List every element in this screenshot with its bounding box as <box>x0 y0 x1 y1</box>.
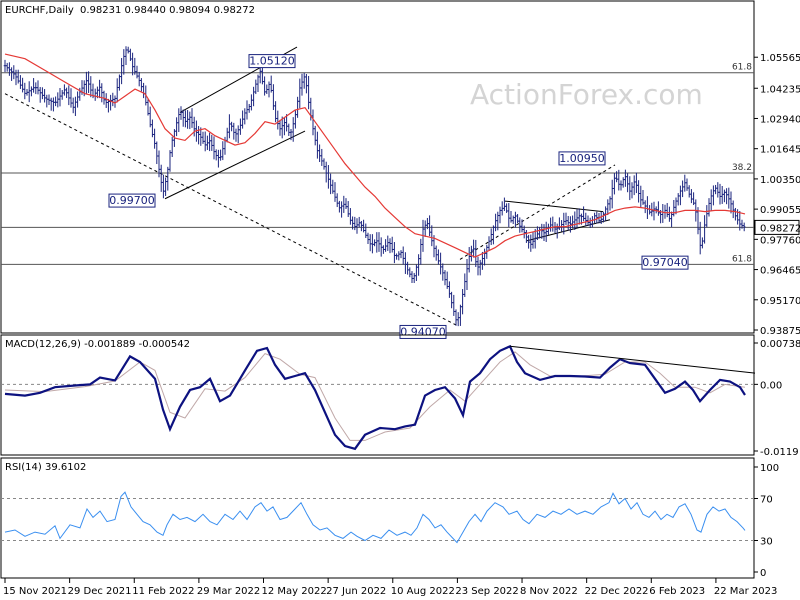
swing-label-text: 0.99700 <box>109 194 155 207</box>
price-bar <box>742 222 746 232</box>
fib-level-label: 61.8 <box>732 63 752 73</box>
ohlc-label: 0.98231 0.98440 0.98094 0.98272 <box>80 5 255 16</box>
trendline <box>164 130 306 200</box>
swing-label: 1.05120 <box>248 54 296 69</box>
macd-signal-line <box>4 351 746 441</box>
rsi-title: RSI(14) 39.6102 <box>5 462 86 473</box>
trendline <box>459 164 616 260</box>
swing-label-text: 1.05120 <box>249 55 295 68</box>
last-price-box <box>754 219 800 235</box>
date-axis: 15 Nov 2021 29 Dec 2021 11 Feb 2022 29 Mar … <box>3 578 777 597</box>
price-axis-label: 0.95170 <box>760 296 800 307</box>
price-axis-label: 1.02940 <box>760 114 800 125</box>
swing-label-text: 0.97040 <box>642 256 688 269</box>
rsi-axis-label: 100 <box>760 463 779 474</box>
price-axis-label: 1.04235 <box>760 84 800 95</box>
price-axis-label: 1.01645 <box>760 145 800 156</box>
rsi-axis-label: 30 <box>760 537 773 548</box>
moving-average-line <box>4 53 746 258</box>
date-axis-label: 29 Dec 2021 <box>68 586 132 597</box>
fib-levels: 61.8 38.2 61.8 <box>1 63 754 265</box>
date-axis-label: 27 Jun 2022 <box>326 586 386 597</box>
date-axis-label: 15 Nov 2021 <box>3 586 67 597</box>
swing-label-text: 1.00950 <box>559 152 605 165</box>
watermark: ActionForex.com <box>470 78 703 111</box>
date-axis-label: 6 Feb 2023 <box>649 586 705 597</box>
macd-axis: 0.007384 0.00 -0.0119 <box>754 339 800 458</box>
macd-trendline <box>509 345 756 374</box>
swing-label: 0.97040 <box>641 255 689 270</box>
macd-title: MACD(12,26,9) -0.001889 -0.000542 <box>5 339 190 350</box>
price-axis-label: 1.00350 <box>760 175 800 186</box>
date-axis-label: 8 Nov 2022 <box>520 586 578 597</box>
price-axis-label: 0.99055 <box>760 205 800 216</box>
date-axis-label: 23 Sep 2022 <box>455 586 518 597</box>
price-pane-title: EURCHF,Daily 0.98231 0.98440 0.98094 0.9… <box>5 5 255 16</box>
swing-label: 0.99700 <box>108 193 156 208</box>
trendline <box>504 200 604 213</box>
rsi-axis: 100 70 30 0 <box>754 463 779 579</box>
date-axis-label: 22 Dec 2022 <box>585 586 649 597</box>
trendline <box>4 93 458 326</box>
date-axis-label: 10 Aug 2022 <box>391 586 455 597</box>
rsi-axis-label: 70 <box>760 495 773 506</box>
date-axis-label: 22 Mar 2023 <box>714 586 777 597</box>
price-axis-label: 0.96465 <box>760 266 800 277</box>
price-axis: 1.05565 1.04235 1.02940 1.01645 1.00350 0.990… <box>754 53 800 337</box>
swing-label: 0.94070 <box>399 324 447 339</box>
symbol-label: EURCHF,Daily <box>5 5 74 16</box>
macd-axis-label: 0.007384 <box>760 339 800 350</box>
price-bars <box>3 46 746 327</box>
rsi-pane: RSI(14) 39.6102 <box>0 457 755 579</box>
fib-level-label: 38.2 <box>732 163 752 173</box>
macd-pane: MACD(12,26,9) -0.001889 -0.000542 <box>0 334 756 456</box>
price-axis-label: 0.97760 <box>760 235 800 246</box>
macd-axis-label: -0.0119 <box>760 447 799 458</box>
rsi-axis-label: 0 <box>760 568 766 579</box>
last-price-label: 0.98272 <box>760 223 800 234</box>
price-pane: ActionForex.com EURCHF,Daily 0.98231 0.9… <box>0 0 755 339</box>
fib-level-label: 61.8 <box>732 254 752 264</box>
rsi-line <box>4 491 746 544</box>
price-axis-label: 0.93875 <box>760 326 800 337</box>
swing-label: 1.00950 <box>558 151 606 166</box>
swing-label-text: 0.94070 <box>400 325 446 338</box>
macd-axis-label: 0.00 <box>760 380 782 391</box>
date-axis-label: 29 Mar 2022 <box>197 586 260 597</box>
date-axis-label: 11 Feb 2022 <box>132 586 194 597</box>
date-axis-label: 12 May 2022 <box>262 586 327 597</box>
macd-line <box>4 344 746 451</box>
price-axis-label: 1.05565 <box>760 53 800 64</box>
